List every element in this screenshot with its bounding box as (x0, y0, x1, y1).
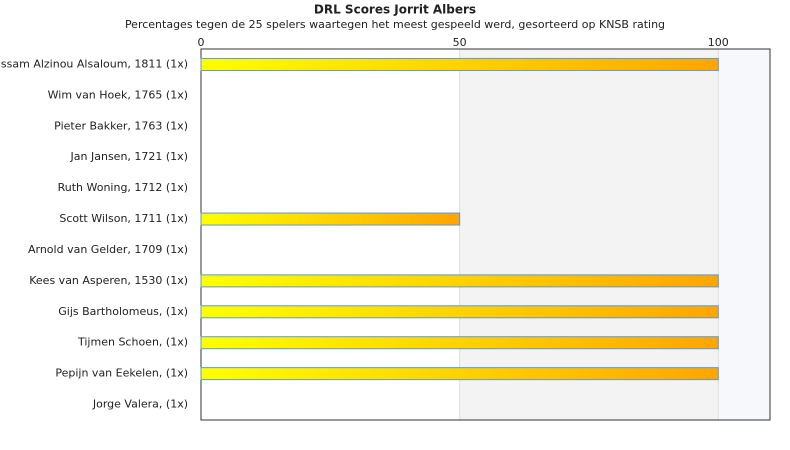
x-tick-label: 50 (453, 36, 467, 49)
y-tick-label: Jorge Valera, (1x) (92, 398, 188, 411)
plot-frame (200, 48, 771, 421)
y-tick-label: Kees van Asperen, 1530 (1x) (29, 274, 188, 287)
plot-band (201, 49, 460, 420)
y-tick-label: Gijs Bartholomeus, (1x) (58, 305, 188, 318)
bar (200, 305, 719, 319)
bar (200, 367, 719, 381)
x-tick-label: 100 (708, 36, 729, 49)
y-tick-label: Scott Wilson, 1711 (1x) (59, 212, 188, 225)
y-tick-label: Wim van Hoek, 1765 (1x) (48, 88, 188, 101)
y-tick-label: Jan Jansen, 1721 (1x) (70, 150, 188, 163)
y-tick-label: Pieter Bakker, 1763 (1x) (54, 119, 188, 132)
bar (200, 57, 719, 71)
y-tick-label: Ruth Woning, 1712 (1x) (58, 181, 188, 194)
y-tick-label: Hussam Alzinou Alsaloum, 1811 (1x) (0, 57, 188, 70)
bar (200, 212, 461, 226)
plot-band (459, 49, 719, 420)
bar (200, 336, 719, 350)
y-tick-label: Arnold van Gelder, 1709 (1x) (28, 243, 188, 256)
y-tick-label: Tijmen Schoen, (1x) (77, 336, 188, 349)
plot-band (718, 49, 770, 420)
chart-title: DRL Scores Jorrit Albers (314, 3, 476, 17)
x-tick-label: 0 (198, 36, 205, 49)
bar (200, 274, 719, 288)
y-tick-label: Pepijn van Eekelen, (1x) (55, 367, 188, 380)
chart-subtitle: Percentages tegen de 25 spelers waartege… (125, 18, 665, 31)
